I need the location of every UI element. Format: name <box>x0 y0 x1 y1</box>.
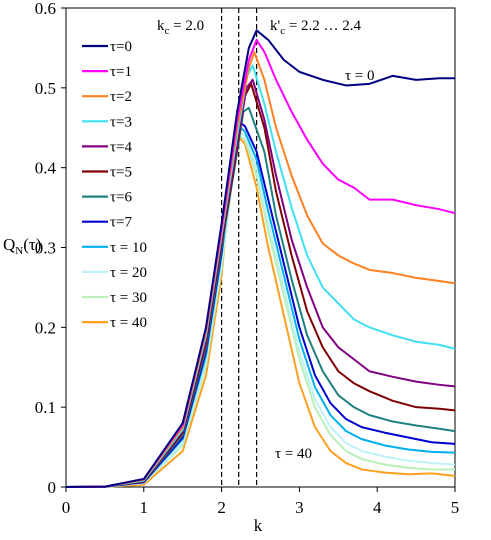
y-tick-label: 0.1 <box>35 398 56 417</box>
series-line <box>65 29 455 488</box>
critical-k-lines <box>221 8 258 487</box>
legend-label: τ = 30 <box>110 290 147 306</box>
legend-label: τ=5 <box>110 165 132 181</box>
y-tick-label: 0.2 <box>35 318 56 337</box>
kc-annotation: kc = 2.0 <box>157 18 204 37</box>
series-line <box>65 130 456 488</box>
legend-label: τ=6 <box>110 190 132 206</box>
y-axis-title: QN(τ) <box>3 235 41 257</box>
axes: 0 1 2 3 4 5 0 0.1 0.2 0.3 0.4 0.5 0.6 k QN(τ) <box>3 0 459 535</box>
legend-label: τ=4 <box>110 139 132 155</box>
x-tick-label: 2 <box>217 498 226 517</box>
tau40-annotation: τ = 40 <box>275 446 312 462</box>
legend-label: τ=1 <box>110 64 132 80</box>
legend: τ=0 τ=1 τ=2 τ=3 τ=4 τ=5 τ=6 τ=7 τ = 10 τ = 20 τ = … <box>82 39 147 331</box>
tau0-annotation: τ = 0 <box>345 68 375 84</box>
y-tick-label: 0 <box>48 478 57 497</box>
x-tick-label: 3 <box>295 498 304 517</box>
legend-label: τ = 40 <box>110 315 147 331</box>
x-tick-label: 0 <box>62 498 71 517</box>
y-tick-label: 0.3 <box>35 239 56 258</box>
legend-label: τ=2 <box>110 89 132 105</box>
y-tick-label: 0.4 <box>35 159 57 178</box>
legend-label: τ = 20 <box>110 265 147 281</box>
x-tick-label: 4 <box>373 498 382 517</box>
y-tick-label: 0.5 <box>35 79 56 98</box>
legend-label: τ=7 <box>110 215 132 231</box>
kc-prime-annotation: k'c = 2.2 … 2.4 <box>270 18 362 37</box>
x-tick-label: 1 <box>140 498 149 517</box>
legend-label: τ = 10 <box>110 240 147 256</box>
series-lines <box>65 29 456 488</box>
legend-label: τ=3 <box>110 114 132 130</box>
series-line <box>65 134 456 488</box>
legend-label: τ=0 <box>110 39 132 55</box>
x-axis-title: k <box>254 516 263 535</box>
y-tick-label: 0.6 <box>35 0 56 18</box>
x-tick-label: 5 <box>451 498 460 517</box>
annotations: kc = 2.0 k'c = 2.2 … 2.4 τ = 0 τ = 40 <box>157 18 375 462</box>
